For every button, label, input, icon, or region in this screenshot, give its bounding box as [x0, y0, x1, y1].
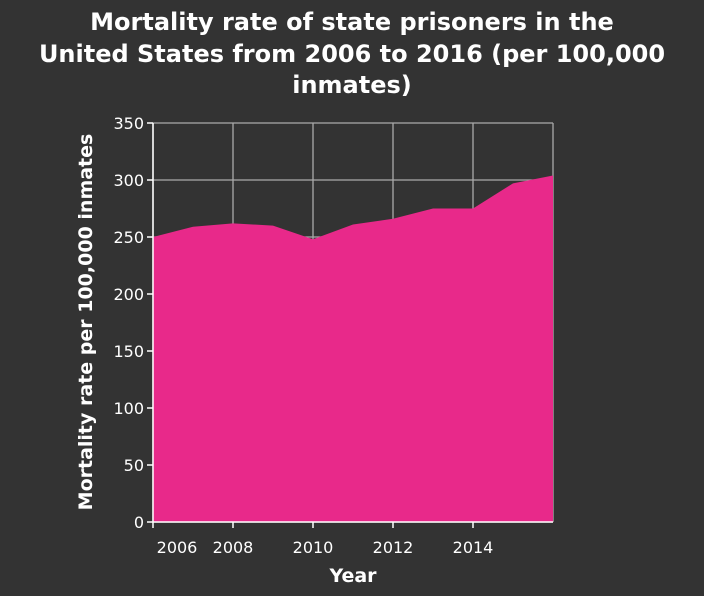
y-tick-label-5: 250 [113, 228, 144, 247]
x-tick-label-3: 2012 [373, 538, 414, 557]
chart-title-line-3: inmates) [292, 71, 412, 99]
x-axis-label: Year [328, 565, 377, 587]
y-tick-label-3: 150 [113, 342, 144, 361]
x-tick-label-4: 2014 [453, 538, 494, 557]
y-tick-label-1: 50 [124, 456, 144, 475]
x-tick-label-0: 2006 [157, 538, 198, 557]
y-tick-label-2: 100 [113, 399, 144, 418]
x-tick-label-2: 2010 [293, 538, 334, 557]
y-axis-label: Mortality rate per 100,000 inmates [75, 134, 97, 511]
tick-labels: 0 50 100 150 200 250 300 350 2006 2008 2010 2012 201… [113, 114, 493, 557]
x-tick-label-1: 2008 [213, 538, 254, 557]
chart-title-line-1: Mortality rate of state prisoners in the [90, 8, 614, 36]
y-tick-label-7: 350 [113, 114, 144, 133]
y-tick-label-4: 200 [113, 285, 144, 304]
plot-area [153, 175, 553, 522]
area-series-0 [153, 175, 553, 522]
y-tick-label-0: 0 [134, 513, 144, 532]
axes [147, 122, 553, 528]
chart-title-line-2: United States from 2006 to 2016 (per 100… [39, 40, 665, 68]
y-tick-label-6: 300 [113, 171, 144, 190]
